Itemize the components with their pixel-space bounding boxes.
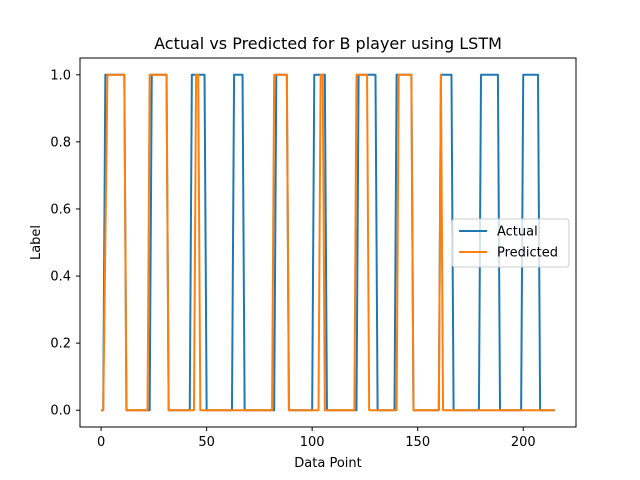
plot-frame [79, 57, 577, 428]
chart-title: Actual vs Predicted for B player using L… [154, 34, 502, 53]
y-axis-label: Label [29, 225, 44, 260]
y-tick-label: 0.2 [50, 337, 71, 352]
y-tick-label: 1.0 [50, 68, 71, 83]
x-tick-label: 100 [300, 435, 325, 450]
x-axis: 0 50 100 150 200 [97, 427, 536, 450]
x-tick-label: 0 [97, 435, 105, 450]
y-tick-label: 0.8 [50, 135, 71, 150]
x-tick-label: 150 [405, 435, 430, 450]
y-tick-label: 0.4 [50, 270, 71, 285]
legend-label-actual: Actual [497, 225, 538, 240]
x-tick-label: 50 [198, 435, 215, 450]
y-tick-label: 0.0 [50, 404, 71, 419]
x-axis-label: Data Point [294, 456, 361, 471]
legend-label-predicted: Predicted [497, 246, 558, 261]
y-axis: 0.0 0.2 0.4 0.6 0.8 1.0 [50, 68, 80, 419]
x-tick-label: 200 [511, 435, 536, 450]
series-line-predicted [101, 73, 555, 412]
legend: Actual Predicted [451, 218, 570, 268]
y-tick-label: 0.6 [50, 202, 71, 217]
